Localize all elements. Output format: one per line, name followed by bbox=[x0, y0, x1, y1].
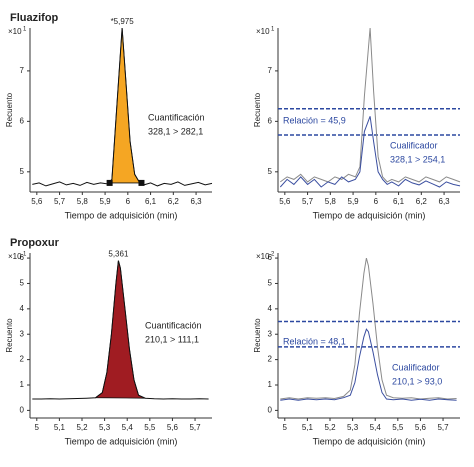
y-tick-label: 3 bbox=[268, 329, 273, 338]
x-axis-label: Tiempo de adquisición (min) bbox=[65, 436, 178, 446]
x-tick-label: 5,5 bbox=[392, 423, 404, 432]
x-tick-label: 5,1 bbox=[54, 423, 66, 432]
y-tick-label: 0 bbox=[20, 405, 25, 414]
panel-title: Propoxur bbox=[10, 237, 60, 249]
y-multiplier: ×10 bbox=[256, 252, 270, 261]
x-tick-label: 5,9 bbox=[100, 197, 112, 206]
y-axis-label: Recuento bbox=[253, 92, 262, 127]
y-axis-label: Recuento bbox=[5, 318, 14, 353]
trace bbox=[280, 328, 457, 401]
y-tick-label: 6 bbox=[268, 116, 273, 125]
x-tick-label: 5,4 bbox=[122, 423, 134, 432]
x-tick-label: 5,8 bbox=[77, 197, 89, 206]
x-tick-label: 5,7 bbox=[302, 197, 314, 206]
x-tick-label: 6,2 bbox=[168, 197, 180, 206]
x-tick-label: 5,3 bbox=[347, 423, 359, 432]
panel-title: Fluazifop bbox=[10, 12, 59, 24]
y-tick-label: 4 bbox=[268, 304, 273, 313]
annotation: Cuantificación bbox=[145, 320, 202, 330]
x-tick-label: 6,1 bbox=[145, 197, 157, 206]
y-tick-label: 5 bbox=[268, 279, 273, 288]
y-tick-label: 0 bbox=[268, 405, 273, 414]
x-tick-label: 5,7 bbox=[189, 423, 201, 432]
x-tick-label: 6,2 bbox=[416, 197, 428, 206]
peak-label: 5,361 bbox=[108, 250, 129, 259]
y-multiplier: ×10 bbox=[256, 27, 270, 36]
annotation: 210,1 > 93,0 bbox=[392, 376, 442, 386]
trace bbox=[279, 116, 461, 188]
x-tick-label: 6 bbox=[126, 197, 131, 206]
annotation: Relación = 48,1 bbox=[283, 336, 346, 346]
y-multiplier: ×10 bbox=[8, 27, 22, 36]
y-tick-label: 5 bbox=[268, 167, 273, 176]
y-tick-label: 6 bbox=[20, 116, 25, 125]
annotation: 328,1 > 282,1 bbox=[148, 126, 203, 136]
integration-marker bbox=[138, 179, 145, 186]
x-axis-label: Tiempo de adquisición (min) bbox=[313, 436, 426, 446]
y-tick-label: 5 bbox=[20, 279, 25, 288]
y-tick-label: 7 bbox=[268, 66, 273, 75]
x-tick-label: 5,7 bbox=[54, 197, 66, 206]
y-tick-label: 5 bbox=[20, 167, 25, 176]
integration-marker bbox=[106, 179, 113, 186]
x-tick-label: 6,3 bbox=[191, 197, 203, 206]
x-tick-label: 6,1 bbox=[393, 197, 405, 206]
x-tick-label: 5,9 bbox=[348, 197, 360, 206]
x-tick-label: 5,6 bbox=[167, 423, 179, 432]
y-tick-label: 3 bbox=[20, 329, 25, 338]
y-multiplier: ×10 bbox=[8, 252, 22, 261]
y-tick-label: 2 bbox=[268, 355, 273, 364]
x-tick-label: 5,6 bbox=[415, 423, 427, 432]
x-tick-label: 5,6 bbox=[31, 197, 43, 206]
x-tick-label: 6 bbox=[374, 197, 379, 206]
y-tick-label: 1 bbox=[20, 380, 25, 389]
x-tick-label: 5 bbox=[35, 423, 40, 432]
y-multiplier-exp: 1 bbox=[23, 252, 27, 258]
y-multiplier-exp: 1 bbox=[23, 27, 27, 33]
x-tick-label: 5,2 bbox=[324, 423, 336, 432]
x-axis-label: Tiempo de adquisición (min) bbox=[313, 210, 426, 220]
y-tick-label: 1 bbox=[268, 380, 273, 389]
x-tick-label: 5,4 bbox=[370, 423, 382, 432]
y-multiplier-exp: 2 bbox=[271, 252, 275, 258]
x-tick-label: 5,8 bbox=[325, 197, 337, 206]
annotation: Cualificador bbox=[392, 362, 440, 372]
x-tick-label: 6,3 bbox=[439, 197, 451, 206]
x-tick-label: 5,3 bbox=[99, 423, 111, 432]
trace bbox=[32, 27, 213, 187]
annotation: 210,1 > 111,1 bbox=[145, 334, 199, 344]
x-tick-label: 5,5 bbox=[144, 423, 156, 432]
peak-label: *5,975 bbox=[111, 17, 135, 26]
x-tick-label: 5,7 bbox=[437, 423, 449, 432]
y-tick-label: 6 bbox=[268, 253, 273, 262]
annotation: Cualificador bbox=[390, 140, 438, 150]
annotation: Cuantificación bbox=[148, 112, 205, 122]
y-tick-label: 2 bbox=[20, 355, 25, 364]
annotation: 328,1 > 254,1 bbox=[390, 154, 445, 164]
x-tick-label: 5,2 bbox=[76, 423, 88, 432]
y-tick-label: 4 bbox=[20, 304, 25, 313]
peak-area bbox=[94, 260, 146, 399]
annotation: Relación = 45,9 bbox=[283, 115, 346, 125]
x-tick-label: 5,1 bbox=[302, 423, 314, 432]
trace bbox=[32, 260, 209, 400]
y-tick-label: 6 bbox=[20, 253, 25, 262]
trace bbox=[280, 257, 457, 400]
y-tick-label: 7 bbox=[20, 66, 25, 75]
x-axis-label: Tiempo de adquisición (min) bbox=[65, 210, 178, 220]
trace bbox=[280, 27, 461, 183]
y-axis-label: Recuento bbox=[5, 92, 14, 127]
y-multiplier-exp: 1 bbox=[271, 27, 275, 33]
peak-area bbox=[108, 27, 142, 184]
y-axis-label: Recuento bbox=[253, 318, 262, 353]
x-tick-label: 5,6 bbox=[279, 197, 291, 206]
x-tick-label: 5 bbox=[283, 423, 288, 432]
